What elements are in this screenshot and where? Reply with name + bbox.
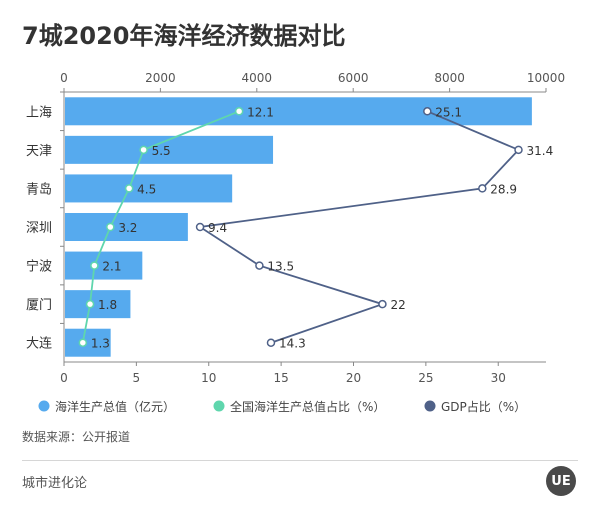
bottom-axis-tick-label: 20	[346, 371, 361, 385]
data-label: 22	[390, 298, 405, 312]
data-label: 3.2	[118, 221, 137, 235]
bar	[65, 290, 131, 319]
legend-label: 海洋生产总值（亿元）	[55, 399, 175, 414]
data-label: 13.5	[267, 260, 294, 274]
data-point	[124, 184, 134, 193]
bar	[65, 251, 143, 280]
bar	[65, 97, 532, 126]
data-point	[78, 338, 88, 347]
data-label: 28.9	[490, 182, 517, 196]
category-label: 上海	[26, 105, 52, 120]
legend-marker	[424, 400, 436, 412]
data-label: 1.3	[91, 337, 110, 351]
top-axis-tick-label: 4000	[242, 71, 273, 85]
bottom-axis-tick-label: 30	[491, 371, 506, 385]
legend-label: GDP占比（%）	[441, 399, 526, 414]
data-label: 4.5	[137, 182, 156, 196]
data-point	[234, 107, 244, 116]
data-label: 14.3	[279, 337, 306, 351]
data-label: 2.1	[102, 260, 121, 274]
top-axis-tick-label: 2000	[145, 71, 176, 85]
data-label: 1.8	[98, 298, 117, 312]
category-label: 青岛	[26, 181, 52, 197]
data-point	[423, 107, 432, 116]
bottom-axis-tick-label: 10	[201, 371, 216, 385]
data-label: 5.5	[152, 144, 171, 158]
data-label: 31.4	[526, 144, 553, 158]
bottom-axis-tick-label: 5	[133, 371, 141, 385]
data-point	[106, 222, 115, 232]
legend-marker	[38, 400, 50, 412]
bar	[65, 328, 111, 357]
data-point	[378, 299, 387, 309]
bar	[65, 213, 188, 241]
category-label: 大连	[26, 336, 52, 352]
bottom-axis-tick-label: 0	[60, 371, 68, 385]
data-point	[195, 222, 205, 232]
category-label: 厦门	[26, 298, 52, 313]
legend-marker	[213, 400, 225, 412]
top-axis-tick-label: 8000	[434, 71, 465, 85]
category-label: 宁波	[26, 259, 52, 275]
chart-title: 7城2020年海洋经济数据对比	[22, 22, 346, 50]
source-note: 数据来源：公开报道	[22, 430, 131, 444]
data-point	[90, 261, 99, 270]
top-axis-tick-label: 10000	[527, 71, 565, 85]
bottom-axis-tick-label: 15	[273, 371, 288, 385]
category-label: 天津	[26, 144, 52, 159]
category-label: 深圳	[26, 221, 52, 236]
data-point	[255, 261, 264, 270]
footer-divider	[22, 460, 578, 461]
data-point	[266, 338, 276, 347]
brand-logo: UE	[546, 466, 576, 496]
top-axis-tick-label: 0	[60, 71, 68, 85]
data-point	[139, 145, 148, 155]
data-point	[85, 299, 95, 309]
bottom-axis-tick-label: 25	[418, 371, 433, 385]
data-label: 9.4	[208, 221, 227, 235]
legend-label: 全国海洋生产总值占比（%）	[230, 399, 385, 414]
brand-name: 城市进化论	[22, 476, 88, 491]
data-label: 25.1	[435, 105, 462, 119]
top-axis-tick-label: 6000	[338, 71, 369, 85]
data-point	[514, 145, 523, 155]
bar	[65, 174, 233, 203]
data-label: 12.1	[247, 105, 274, 119]
data-point	[478, 184, 487, 193]
